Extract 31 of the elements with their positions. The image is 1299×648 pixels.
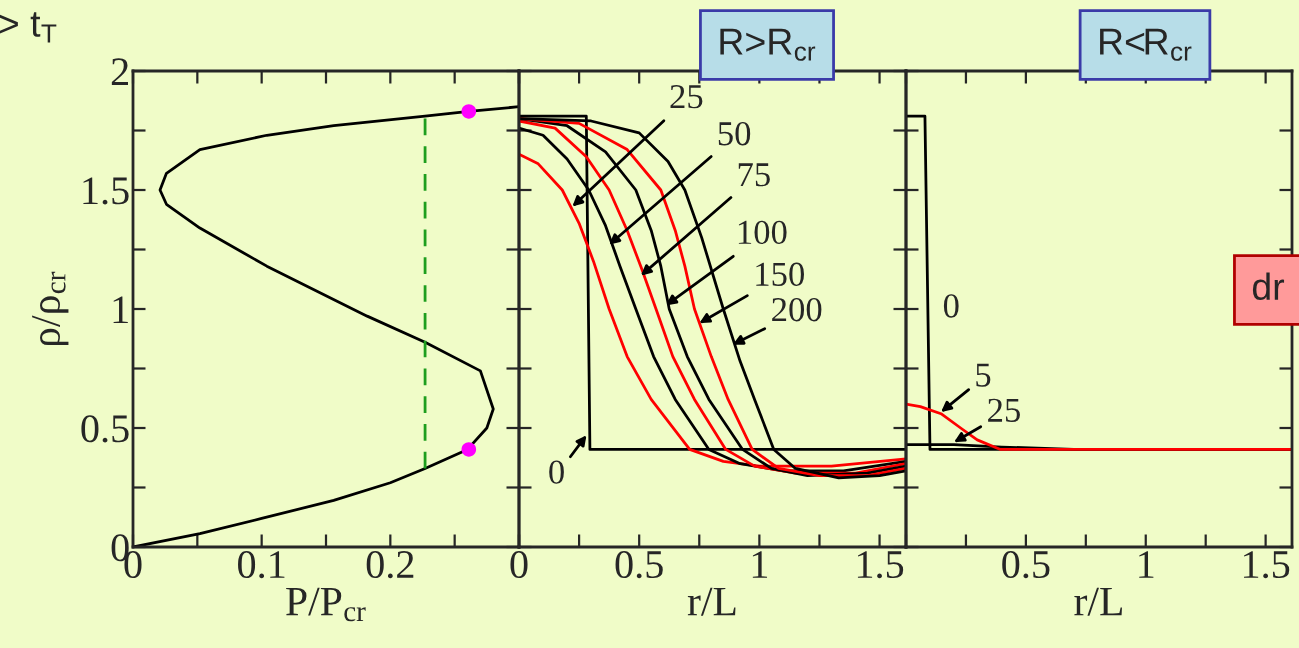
x-tick-label: 0.5 [1002, 550, 1050, 579]
y-tick-label: 2 [111, 58, 128, 85]
x-tick-label: 0.5 [615, 550, 663, 579]
annotation: 100 [738, 220, 787, 245]
annotation: 25 [670, 85, 703, 109]
annotation: 75 [738, 163, 770, 187]
y-tick-label: 1.5 [83, 177, 129, 205]
x-axis-title: P/P$_{cr}$ [286, 587, 366, 622]
annotation: 50 [718, 122, 751, 146]
y-tick-label: 0.5 [81, 415, 129, 443]
annotation: dr [1252, 272, 1285, 301]
text: R<R$_{cr}$ [1100, 28, 1192, 61]
annotation: 0 [549, 460, 564, 484]
x-tick-label: 1.5 [857, 551, 904, 579]
x-axis-title: r/L [1074, 587, 1122, 616]
x-tick-label: 0 [510, 550, 528, 579]
x-tick-label: 0.2 [366, 550, 414, 579]
x-tick-label: 1 [752, 551, 768, 578]
annotation: 25 [988, 398, 1020, 422]
annotation: 150 [756, 262, 804, 286]
annotation: 200 [772, 297, 822, 322]
x-tick-label: 1.5 [1244, 551, 1290, 579]
annotation: 5 [976, 363, 991, 387]
text: > t$_{T}$ [0, 12, 57, 43]
y-tick-label: 1 [113, 296, 128, 323]
text: R>R$_{cr}$ [720, 28, 816, 61]
x-tick-label: 1 [1139, 551, 1154, 578]
x-tick-label: 0.1 [238, 550, 285, 579]
y-axis-title: ρ/ρ$_{cr}$ [32, 271, 69, 346]
x-axis-title: r/L [687, 587, 736, 616]
annotation: 0 [943, 294, 959, 318]
